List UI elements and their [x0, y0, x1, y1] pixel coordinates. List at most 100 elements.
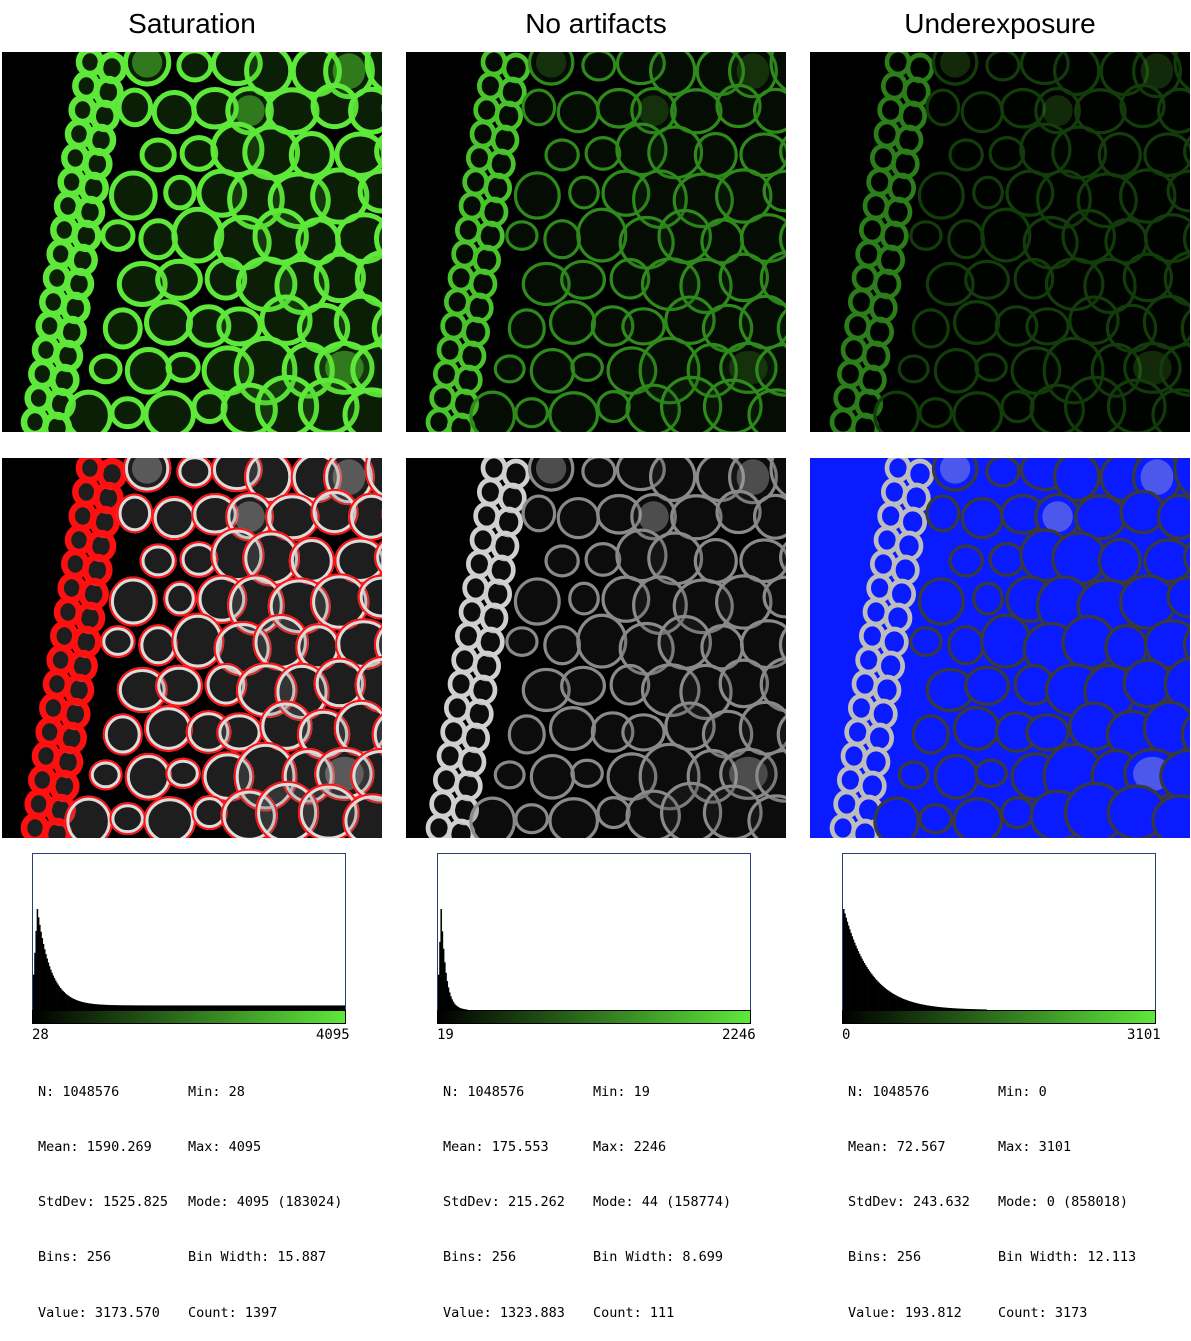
- cell-content: [131, 458, 163, 484]
- cell-wall: [596, 493, 642, 535]
- cell-wall: [527, 52, 575, 86]
- cell-content: [736, 53, 770, 90]
- cell-content: [234, 501, 265, 533]
- histogram-bin: [70, 997, 73, 1010]
- cell-wall: [755, 342, 786, 397]
- stat-line: StdDev: 1525.825: [38, 1194, 169, 1211]
- histogram-bin: [253, 1005, 256, 1010]
- cell-wall: [1183, 135, 1190, 167]
- histogram-bin: [453, 1003, 456, 1010]
- cell-wall: [925, 494, 961, 533]
- histogram-bin: [276, 1005, 279, 1010]
- cell-wall: [560, 665, 606, 706]
- lut-gradient-bar: [437, 1010, 751, 1024]
- cell-wall: [465, 143, 493, 173]
- saturated-pixel-outline: [191, 795, 228, 831]
- cell-wall: [596, 796, 631, 830]
- cell-wall: [988, 135, 1026, 171]
- histogram-bin: [973, 1009, 975, 1010]
- cell-wall: [556, 90, 600, 134]
- histogram-bin: [280, 1005, 282, 1010]
- cell-wall: [354, 249, 382, 308]
- histogram-bin: [146, 1005, 148, 1010]
- cell-wall: [894, 530, 924, 562]
- histogram-bin: [40, 931, 42, 1010]
- histogram-bin: [312, 1005, 314, 1010]
- cell-wall: [548, 300, 597, 345]
- cell-content: [234, 95, 265, 127]
- cell-wall: [621, 307, 666, 346]
- histogram-bin: [45, 954, 47, 1010]
- cell-wall: [462, 573, 490, 603]
- histogram-bin: [231, 1005, 234, 1010]
- histogram-bin: [169, 1005, 172, 1010]
- histogram-bin: [451, 999, 453, 1010]
- histogram-bin: [938, 1006, 940, 1010]
- histogram-bin: [217, 1005, 219, 1010]
- cell-wall: [568, 581, 600, 616]
- histogram-bin: [107, 1004, 109, 1010]
- histogram-bin: [852, 939, 855, 1010]
- histogram-bin: [58, 986, 61, 1010]
- histogram-bin: [284, 1005, 286, 1010]
- cell-wall: [475, 626, 505, 658]
- histogram-bin: [299, 1005, 302, 1010]
- histogram-bin: [912, 1002, 914, 1010]
- cell-wall: [877, 501, 905, 531]
- saturated-pixel-outline: [116, 666, 168, 713]
- cell-wall: [755, 748, 786, 803]
- histogram-bin: [274, 1005, 276, 1010]
- saturated-pixel-outline: [171, 612, 225, 670]
- cell-wall: [457, 340, 487, 372]
- background-region: [810, 458, 880, 838]
- cell-wall: [1000, 390, 1035, 424]
- cell-wall: [693, 131, 738, 179]
- histogram-bin: [279, 1005, 281, 1010]
- column-title-saturation: Saturation: [128, 8, 256, 39]
- histogram-bin: [944, 1007, 946, 1010]
- saturated-pixel-outline: [310, 573, 370, 631]
- histogram-bin: [220, 1005, 223, 1010]
- histogram-bin: [111, 1005, 113, 1010]
- cell-wall: [451, 645, 479, 675]
- cell-wall: [568, 175, 600, 210]
- histogram-bin: [157, 1005, 159, 1010]
- cell-wall: [191, 389, 228, 425]
- histogram-bin: [969, 1009, 972, 1010]
- cell-wall: [972, 581, 1004, 616]
- histogram-bin: [102, 1004, 104, 1010]
- histogram-bin: [942, 1007, 945, 1010]
- histogram-bin: [455, 1004, 457, 1010]
- histogram-bin: [164, 1005, 167, 1010]
- histogram-bin: [446, 981, 449, 1010]
- micrograph-saturation-green: [2, 52, 382, 432]
- cell-wall: [373, 219, 382, 258]
- histogram-bin: [260, 1005, 263, 1010]
- cell-wall: [464, 292, 494, 324]
- cell-wall: [858, 621, 886, 651]
- histogram-bin: [82, 1002, 85, 1010]
- histogram-bin: [464, 1009, 467, 1010]
- cell-wall: [176, 52, 214, 83]
- histogram-bin: [43, 949, 46, 1010]
- histogram-bin: [101, 1004, 103, 1010]
- histogram-bin: [342, 1005, 345, 1010]
- histogram-underexposure: [842, 853, 1156, 1011]
- saturated-pixel-outline: [220, 788, 278, 838]
- histogram-bin: [968, 1009, 971, 1010]
- cell-wall: [436, 741, 464, 771]
- cell-wall: [952, 706, 1001, 751]
- histogram-bin: [933, 1006, 935, 1010]
- cell-wall: [836, 765, 864, 795]
- histogram-bin: [42, 943, 45, 1010]
- cell-wall: [762, 169, 786, 213]
- column-title-underexposure: Underexposure: [904, 8, 1096, 39]
- histogram-stats-right: Min: 19 Max: 2246 Mode: 44 (158774) Bin …: [593, 1046, 731, 1341]
- cell-wall: [948, 138, 984, 172]
- histogram-bin: [334, 1005, 336, 1010]
- histogram-bin: [136, 1005, 139, 1010]
- histogram-bin: [106, 1004, 108, 1010]
- cell-wall: [265, 87, 320, 136]
- histogram-bin: [245, 1005, 247, 1010]
- histogram-stats-left: N: 1048576 Mean: 1590.269 StdDev: 1525.8…: [38, 1046, 168, 1341]
